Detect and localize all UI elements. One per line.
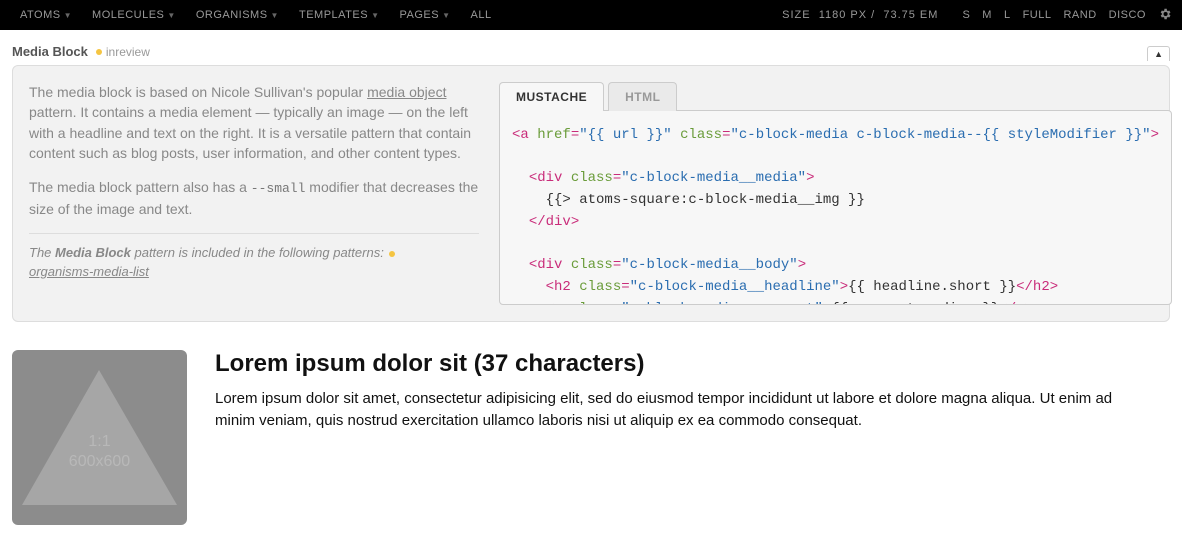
nav-item-pages[interactable]: PAGES▼ — [389, 9, 460, 21]
modifier-code: --small — [251, 181, 306, 196]
example-excerpt: Lorem ipsum dolor sit amet, consectetur … — [215, 388, 1155, 432]
pattern-example: 1:1 600x600 Lorem ipsum dolor sit (37 ch… — [0, 322, 1182, 553]
chevron-down-icon: ▼ — [271, 11, 279, 20]
breakpoint-s[interactable]: S — [962, 9, 970, 21]
nav-item-atoms[interactable]: ATOMS▼ — [10, 9, 82, 21]
nav-tools: SIZE 1180 PX / 73.75 EM SML FULL RAND DISCO — [782, 7, 1172, 24]
collapse-toggle-icon[interactable]: ▲ — [1147, 46, 1170, 61]
pattern-description: The media block is based on Nicole Sulli… — [29, 82, 479, 305]
pattern-status: inreview — [106, 45, 150, 59]
chevron-down-icon: ▼ — [371, 11, 379, 20]
code-tab-html[interactable]: HTML — [608, 82, 677, 111]
placeholder-label: 1:1 600x600 — [69, 432, 130, 472]
example-headline: Lorem ipsum dolor sit (37 characters) — [215, 350, 1155, 378]
nav-item-templates[interactable]: TEMPLATES▼ — [289, 9, 390, 21]
included-pattern-link[interactable]: organisms-media-list — [29, 264, 149, 279]
breakpoint-m[interactable]: M — [982, 9, 992, 21]
pattern-title: Media Block — [12, 44, 88, 59]
code-panel: MUSTACHEHTML <a href="{{ url }}" class="… — [499, 82, 1172, 305]
breakpoint-l[interactable]: L — [1004, 9, 1011, 21]
pattern-header: Media Block inreview ▲ — [0, 30, 1182, 65]
gear-icon[interactable] — [1158, 7, 1172, 24]
breakpoint-rand[interactable]: RAND — [1063, 9, 1096, 21]
breakpoint-full[interactable]: FULL — [1023, 9, 1052, 21]
top-navbar: ATOMS▼MOLECULES▼ORGANISMS▼TEMPLATES▼PAGE… — [0, 0, 1182, 30]
code-tabs: MUSTACHEHTML — [499, 82, 1172, 111]
code-block: <a href="{{ url }}" class="c-block-media… — [499, 110, 1172, 305]
code-tab-mustache[interactable]: MUSTACHE — [499, 82, 604, 111]
nav-categories: ATOMS▼MOLECULES▼ORGANISMS▼TEMPLATES▼PAGE… — [10, 9, 502, 21]
breakpoint-disco[interactable]: DISCO — [1109, 9, 1146, 21]
nav-item-organisms[interactable]: ORGANISMS▼ — [186, 9, 289, 21]
media-object-link[interactable]: media object — [367, 84, 446, 100]
nav-item-all[interactable]: ALL — [461, 9, 502, 21]
pattern-info-panel: The media block is based on Nicole Sulli… — [12, 65, 1170, 322]
status-dot-icon — [96, 49, 102, 55]
chevron-down-icon: ▼ — [442, 11, 450, 20]
placeholder-image: 1:1 600x600 — [12, 350, 187, 525]
status-dot-icon — [389, 251, 395, 257]
viewport-size-readout: SIZE 1180 PX / 73.75 EM — [782, 9, 938, 21]
media-block-body: Lorem ipsum dolor sit (37 characters) Lo… — [215, 350, 1155, 432]
chevron-down-icon: ▼ — [64, 11, 72, 20]
nav-item-molecules[interactable]: MOLECULES▼ — [82, 9, 186, 21]
divider — [29, 233, 479, 234]
chevron-down-icon: ▼ — [167, 11, 175, 20]
